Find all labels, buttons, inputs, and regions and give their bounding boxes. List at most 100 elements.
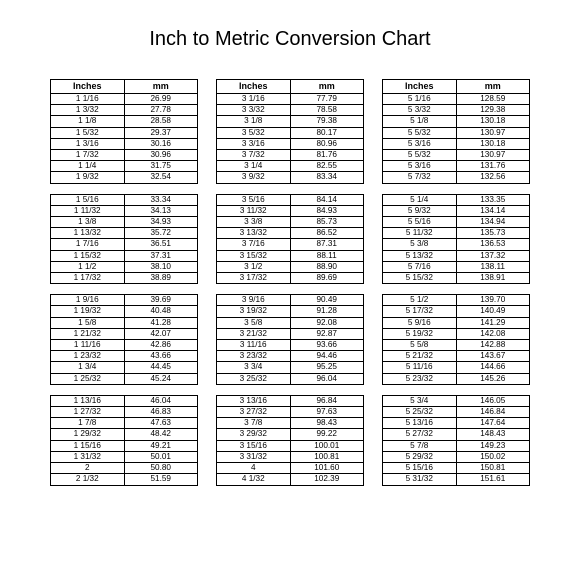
cell-mm: 135.73	[456, 228, 530, 239]
cell-inches: 5 21/32	[383, 351, 457, 362]
cell-mm: 130.97	[456, 127, 530, 138]
cell-inches: 3 7/8	[217, 418, 291, 429]
cell-mm: 83.34	[290, 172, 364, 183]
table-row: 3 13/3286.52	[217, 228, 364, 239]
table-row: 1 1/431.75	[51, 161, 198, 172]
cell-mm: 30.96	[124, 150, 198, 161]
cell-inches: 1 11/16	[51, 340, 125, 351]
cell-inches: 3 7/16	[217, 239, 291, 250]
cell-inches: 3 19/32	[217, 306, 291, 317]
cell-inches: 3 11/32	[217, 205, 291, 216]
cell-inches: 1 1/4	[51, 161, 125, 172]
table-row: 5 21/32143.67	[383, 351, 530, 362]
cell-inches: 3 1/8	[217, 116, 291, 127]
column: Inchesmm1 1/1626.991 3/3227.781 1/828.58…	[50, 79, 198, 486]
cell-inches: 5 5/8	[383, 340, 457, 351]
table-row: 3 3/3278.58	[217, 105, 364, 116]
cell-mm: 50.80	[124, 463, 198, 474]
table-row: 3 1/482.55	[217, 161, 364, 172]
cell-inches: 5 13/32	[383, 250, 457, 261]
cell-inches: 5 15/16	[383, 463, 457, 474]
cell-mm: 41.28	[124, 317, 198, 328]
cell-mm: 46.83	[124, 407, 198, 418]
cell-mm: 130.18	[456, 116, 530, 127]
table-row: 1 13/1646.04	[51, 395, 198, 406]
cell-inches: 5 11/32	[383, 228, 457, 239]
cell-inches: 1 3/16	[51, 138, 125, 149]
cell-inches: 5 3/16	[383, 161, 457, 172]
cell-inches: 3 1/4	[217, 161, 291, 172]
conversion-block: 1 9/1639.691 19/3240.481 5/841.281 21/32…	[50, 294, 198, 385]
cell-mm: 128.59	[456, 94, 530, 105]
cell-mm: 26.99	[124, 94, 198, 105]
cell-inches: 5 1/8	[383, 116, 457, 127]
table-row: 5 31/32151.61	[383, 474, 530, 485]
cell-mm: 86.52	[290, 228, 364, 239]
table-row: 3 5/1684.14	[217, 194, 364, 205]
cell-mm: 141.29	[456, 317, 530, 328]
table-row: 5 17/32140.49	[383, 306, 530, 317]
cell-inches: 3 3/4	[217, 362, 291, 373]
cell-mm: 150.81	[456, 463, 530, 474]
table-row: 5 11/16144.66	[383, 362, 530, 373]
cell-inches: 1 13/32	[51, 228, 125, 239]
table-row: 1 21/3242.07	[51, 328, 198, 339]
table-row: 5 3/32129.38	[383, 105, 530, 116]
table-row: 1 7/1636.51	[51, 239, 198, 250]
table-row: 3 3/495.25	[217, 362, 364, 373]
cell-mm: 85.73	[290, 217, 364, 228]
cell-inches: 1 25/32	[51, 373, 125, 384]
cell-inches: 5 5/32	[383, 150, 457, 161]
conversion-block: 3 13/1696.843 27/3297.633 7/898.433 29/3…	[216, 395, 364, 486]
cell-inches: 1 15/32	[51, 250, 125, 261]
cell-mm: 95.25	[290, 362, 364, 373]
conversion-block: 3 9/1690.493 19/3291.283 5/892.083 21/32…	[216, 294, 364, 385]
cell-inches: 5 23/32	[383, 373, 457, 384]
cell-inches: 4 1/32	[217, 474, 291, 485]
cell-mm: 38.89	[124, 273, 198, 284]
table-row: 5 11/32135.73	[383, 228, 530, 239]
cell-inches: 3 31/32	[217, 451, 291, 462]
cell-mm: 31.75	[124, 161, 198, 172]
table-row: 3 9/3283.34	[217, 172, 364, 183]
table-row: 1 15/3237.31	[51, 250, 198, 261]
cell-mm: 145.26	[456, 373, 530, 384]
cell-inches: 1 19/32	[51, 306, 125, 317]
cell-inches: 3 21/32	[217, 328, 291, 339]
cell-mm: 133.35	[456, 194, 530, 205]
cell-inches: 1 7/16	[51, 239, 125, 250]
table-row: 5 27/32148.43	[383, 429, 530, 440]
table-row: 3 15/3288.11	[217, 250, 364, 261]
table-row: 1 3/3227.78	[51, 105, 198, 116]
conversion-block: 5 1/4133.355 9/32134.145 5/16134.945 11/…	[382, 194, 530, 285]
cell-mm: 42.07	[124, 328, 198, 339]
cell-inches: 3 1/16	[217, 94, 291, 105]
cell-mm: 33.34	[124, 194, 198, 205]
cell-mm: 78.58	[290, 105, 364, 116]
cell-inches: 1 1/8	[51, 116, 125, 127]
table-row: 5 3/16131.76	[383, 161, 530, 172]
cell-mm: 102.39	[290, 474, 364, 485]
header-mm: mm	[290, 80, 364, 94]
cell-mm: 130.18	[456, 138, 530, 149]
cell-mm: 42.86	[124, 340, 198, 351]
cell-mm: 89.69	[290, 273, 364, 284]
cell-inches: 3 25/32	[217, 373, 291, 384]
cell-inches: 1 9/16	[51, 295, 125, 306]
cell-mm: 87.31	[290, 239, 364, 250]
cell-inches: 3 29/32	[217, 429, 291, 440]
table-row: 1 11/1642.86	[51, 340, 198, 351]
cell-mm: 97.63	[290, 407, 364, 418]
table-row: 3 1/879.38	[217, 116, 364, 127]
cell-mm: 47.63	[124, 418, 198, 429]
cell-mm: 46.04	[124, 395, 198, 406]
cell-mm: 136.53	[456, 239, 530, 250]
cell-mm: 129.38	[456, 105, 530, 116]
table-row: 4 1/32102.39	[217, 474, 364, 485]
table-row: 5 3/16130.18	[383, 138, 530, 149]
table-row: 3 7/898.43	[217, 418, 364, 429]
cell-inches: 5 19/32	[383, 328, 457, 339]
columns-wrap: Inchesmm1 1/1626.991 3/3227.781 1/828.58…	[50, 79, 530, 486]
table-row: 3 3/1680.96	[217, 138, 364, 149]
header-mm: mm	[124, 80, 198, 94]
